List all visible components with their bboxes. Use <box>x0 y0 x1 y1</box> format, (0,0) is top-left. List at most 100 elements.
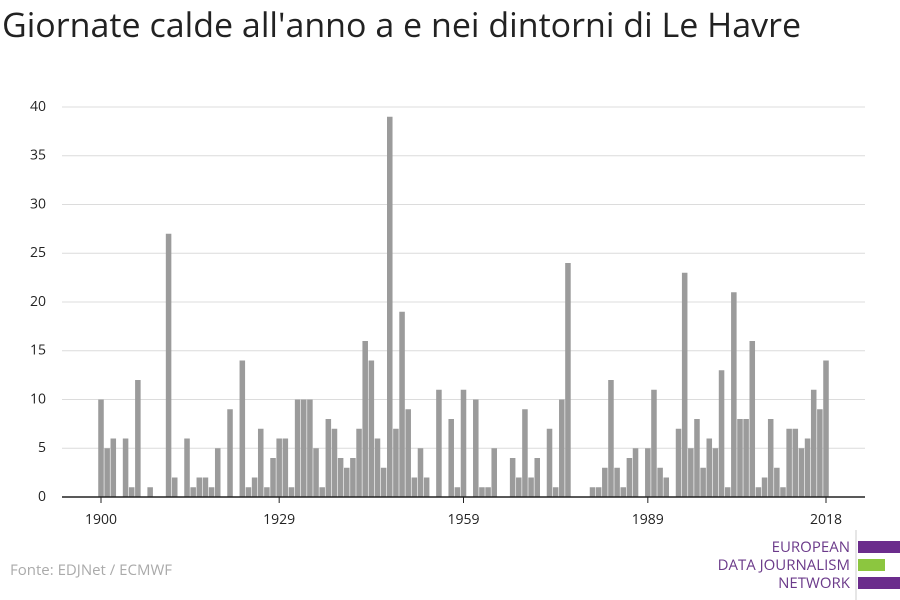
bar <box>718 370 725 497</box>
chart-title: Giornate calde all'anno a e nei dintorni… <box>2 1 801 47</box>
bar <box>448 419 454 497</box>
bar <box>761 477 768 497</box>
bar <box>743 419 749 497</box>
bar <box>294 399 301 497</box>
bar <box>454 487 461 497</box>
logo-text: DATA JOURNALISM <box>718 555 850 575</box>
logo-text: EUROPEAN <box>772 537 850 557</box>
bar <box>522 409 528 497</box>
bar <box>780 487 786 497</box>
x-tick-label: 1989 <box>632 510 664 529</box>
bar <box>423 477 430 497</box>
bar <box>675 428 682 497</box>
bar <box>98 399 104 497</box>
bar <box>460 389 467 497</box>
bar <box>276 438 282 497</box>
bar <box>731 292 737 497</box>
bar <box>485 487 491 497</box>
bar <box>645 448 651 497</box>
bar <box>681 272 688 497</box>
bar <box>620 487 627 497</box>
bar <box>626 458 633 497</box>
bar <box>509 458 516 497</box>
bar <box>399 311 405 497</box>
bar <box>534 458 540 497</box>
bar <box>651 389 657 497</box>
bar <box>319 487 325 497</box>
bar <box>614 467 620 497</box>
bar <box>300 399 307 497</box>
bar <box>700 467 706 497</box>
logo-text: NETWORK <box>778 573 851 593</box>
bar <box>706 438 713 497</box>
bar <box>196 477 203 497</box>
x-tick-label: 1900 <box>85 510 117 529</box>
bar <box>823 360 829 497</box>
bar <box>657 467 663 497</box>
bar <box>810 389 817 497</box>
bar <box>227 409 233 497</box>
bar <box>387 116 393 497</box>
logo-bar <box>858 559 885 571</box>
bar <box>595 487 602 497</box>
bar <box>122 438 129 497</box>
bar <box>356 428 362 497</box>
bar <box>417 448 424 497</box>
bar <box>528 477 534 497</box>
bar <box>282 438 289 497</box>
source: Fonte: EDJNet / ECMWF <box>10 560 172 580</box>
bar <box>208 487 215 497</box>
bar <box>491 448 497 497</box>
bar <box>663 477 670 497</box>
bar <box>411 477 418 497</box>
bar <box>473 399 479 497</box>
bar <box>368 360 375 497</box>
y-tick-label: 5 <box>38 438 46 457</box>
bar <box>184 438 190 497</box>
bar <box>694 419 700 497</box>
y-tick-label: 40 <box>30 97 46 116</box>
bar <box>393 428 399 497</box>
bar <box>755 487 762 497</box>
bar <box>362 341 368 497</box>
bar <box>331 428 338 497</box>
bar <box>313 448 319 497</box>
bar <box>325 419 332 497</box>
bar <box>110 438 117 497</box>
bar <box>147 487 153 497</box>
bar <box>270 458 276 497</box>
bar <box>245 487 252 497</box>
bar <box>546 428 553 497</box>
y-tick-label: 15 <box>30 341 46 360</box>
bar <box>202 477 209 497</box>
x-tick-label: 1959 <box>447 510 479 529</box>
logo-bar <box>858 541 900 553</box>
y-tick-label: 35 <box>30 146 46 165</box>
bar <box>565 263 571 497</box>
bar <box>804 438 811 497</box>
bar <box>774 467 780 497</box>
bar <box>214 448 221 497</box>
bar <box>602 467 608 497</box>
bar <box>165 233 172 497</box>
bar <box>239 360 246 497</box>
bar <box>436 389 442 497</box>
bar <box>798 448 805 497</box>
bar <box>817 409 823 497</box>
bar <box>104 448 110 497</box>
bar <box>749 341 756 497</box>
bar <box>337 458 344 497</box>
bar <box>608 380 614 497</box>
y-tick-label: 0 <box>38 487 46 506</box>
bar <box>288 487 295 497</box>
bar <box>632 448 639 497</box>
bar <box>688 448 694 497</box>
bar <box>724 487 731 497</box>
y-tick-label: 20 <box>30 292 46 311</box>
bar <box>350 458 356 497</box>
bar <box>589 487 596 497</box>
y-tick-label: 10 <box>30 389 46 408</box>
bar <box>786 428 792 497</box>
bar <box>128 487 135 497</box>
